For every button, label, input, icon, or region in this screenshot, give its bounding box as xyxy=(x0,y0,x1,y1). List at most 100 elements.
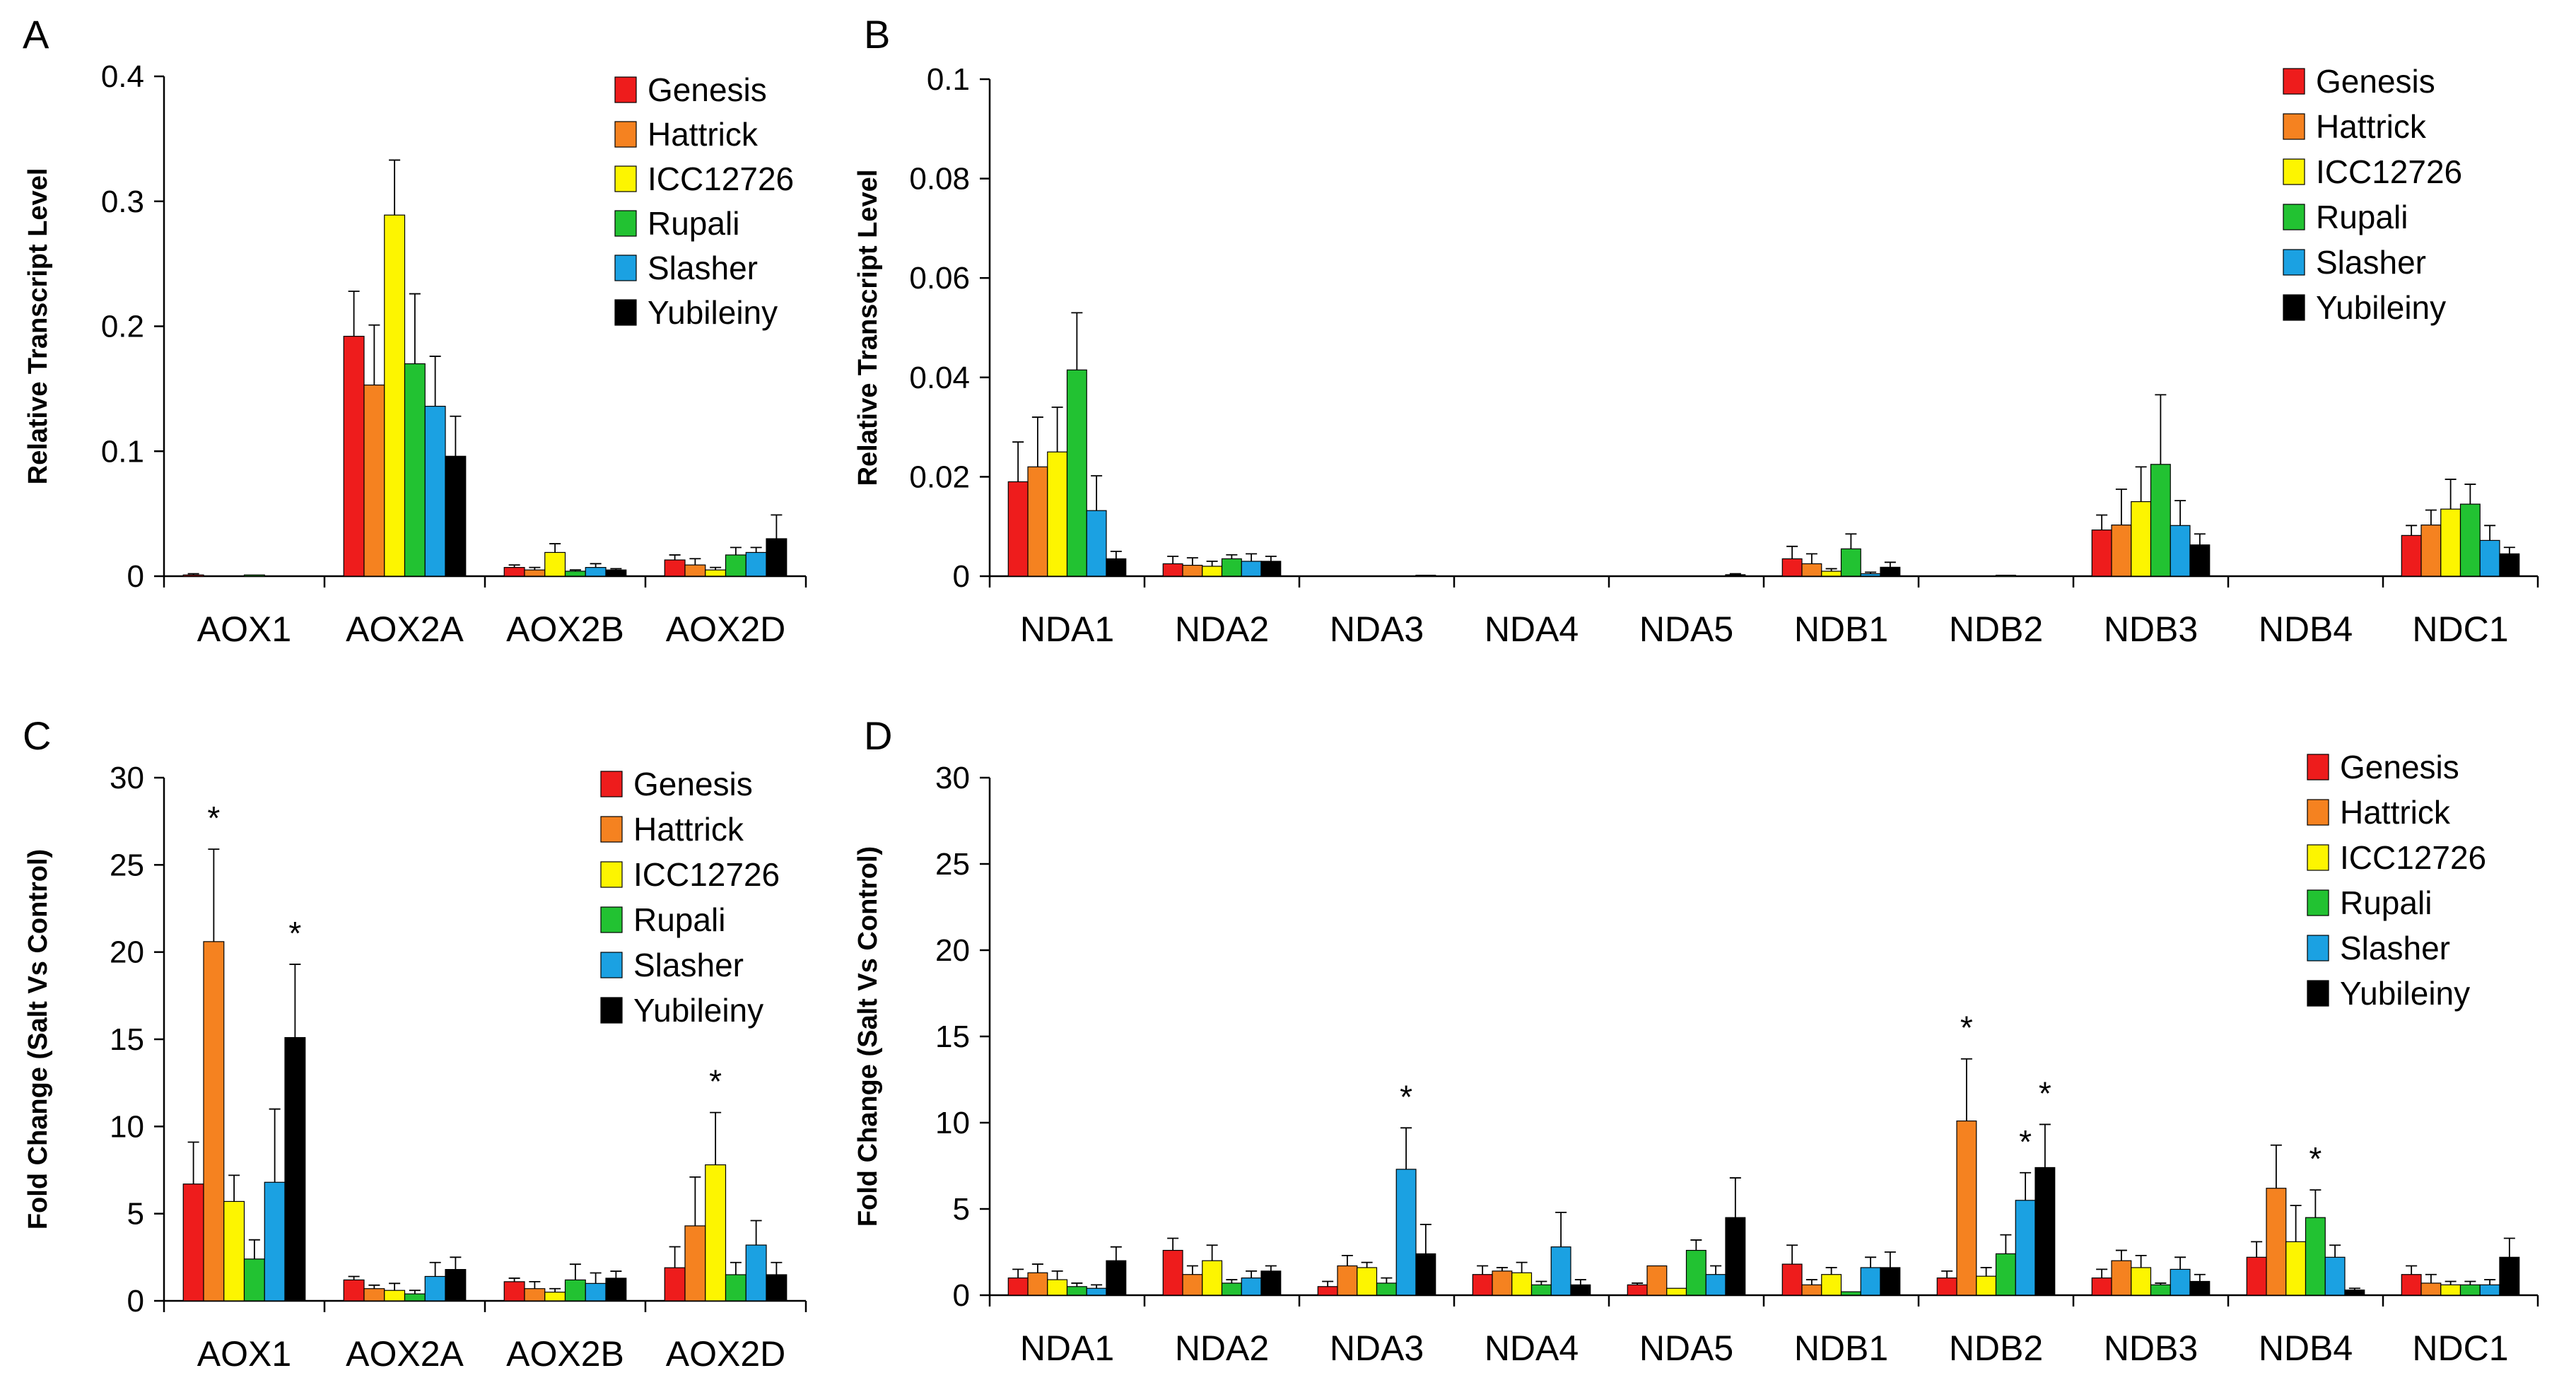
bar-genesis-ndc1 xyxy=(2401,1274,2422,1296)
legend-swatch-genesis xyxy=(614,76,637,103)
panel-a: A 0 0.1 0.2 0.3 0.4 Relative Transcript Level A… xyxy=(23,12,807,649)
bar-hattrick-aox1 xyxy=(203,941,225,1302)
bar-hattrick-aox2a xyxy=(363,1288,385,1302)
legend-label: Genesis xyxy=(633,766,753,802)
x-tick-label: AOX1 xyxy=(197,1334,291,1374)
bar-slasher-ndb4 xyxy=(2324,1256,2346,1296)
x-tick-label: NDA3 xyxy=(1330,1328,1424,1368)
panel-d: D 0 5 10 15 20 25 30 Fold Change (Salt Vs Contro… xyxy=(853,713,2539,1368)
bar-yubileiny-ndb2 xyxy=(2035,1167,2056,1296)
x-tick-label: NDB2 xyxy=(1949,1328,2043,1368)
bar-genesis-nda1 xyxy=(1007,481,1029,577)
legend-swatch-hattrick xyxy=(614,121,637,148)
bar-slasher-aox2a xyxy=(424,406,446,577)
legend-label: ICC12726 xyxy=(633,856,780,893)
bar-genesis-ndb1 xyxy=(1781,558,1803,577)
bar-icc12726-nda2 xyxy=(1202,566,1223,577)
legend-label: Rupali xyxy=(633,901,725,938)
y-tick-label: 0 xyxy=(953,559,970,594)
x-tick-label: AOX2A xyxy=(346,609,464,649)
bar-yubileiny-nda1 xyxy=(1106,1260,1127,1296)
bar-icc12726-aox1 xyxy=(223,1200,245,1302)
bar-hattrick-nda1 xyxy=(1027,1272,1048,1296)
bar-yubileiny-aox2a xyxy=(445,1268,467,1302)
bar-icc12726-nda3 xyxy=(1357,1267,1378,1296)
x-tick-label: AOX2A xyxy=(346,1334,464,1374)
panel-c: C 0 5 10 15 20 25 30 Fold Change (Salt Vs Contro… xyxy=(23,713,807,1374)
bar-genesis-aox2a xyxy=(343,1279,365,1302)
bar-genesis-aox2d xyxy=(664,1267,686,1302)
bar-icc12726-ndb2 xyxy=(1976,1275,1997,1296)
legend-swatch-rupali xyxy=(2307,889,2329,916)
y-tick-label: 10 xyxy=(110,1109,144,1144)
bar-rupali-aox2d xyxy=(725,554,747,577)
y-tick-label: 20 xyxy=(935,933,970,968)
bar-hattrick-aox2a xyxy=(363,384,385,577)
x-tick-label: NDC1 xyxy=(2412,609,2508,649)
legend-label: Rupali xyxy=(648,205,739,242)
legend-label: Slasher xyxy=(2316,244,2426,281)
legend-swatch-icc12726 xyxy=(614,165,637,192)
bar-icc12726-aox2d xyxy=(705,569,727,577)
y-tick-label: 5 xyxy=(953,1192,970,1227)
y-tick-label: 20 xyxy=(110,935,144,970)
bar-slasher-ndb3 xyxy=(2170,525,2191,577)
significance-star: * xyxy=(1960,1010,1973,1046)
x-tick-label: NDA1 xyxy=(1020,609,1114,649)
significance-star: * xyxy=(1400,1078,1412,1115)
y-tick-label: 25 xyxy=(110,848,144,882)
y-tick-label: 0.04 xyxy=(909,361,970,395)
bar-rupali-ndb2 xyxy=(1995,574,2016,577)
bar-hattrick-nda1 xyxy=(1027,466,1048,577)
bar-hattrick-nda4 xyxy=(1492,1270,1513,1296)
bar-slasher-ndc1 xyxy=(2479,539,2500,577)
bar-yubileiny-ndc1 xyxy=(2499,1256,2520,1296)
bar-hattrick-nda5 xyxy=(1646,1265,1668,1296)
bar-rupali-nda1 xyxy=(1066,369,1087,577)
legend-label: Slasher xyxy=(633,947,744,983)
y-tick-label: 5 xyxy=(127,1197,144,1232)
bar-yubileiny-ndb1 xyxy=(1880,566,1901,577)
legend-swatch-slasher xyxy=(2283,249,2305,276)
y-tick-label: 0.2 xyxy=(101,310,144,344)
legend-label: Yubileiny xyxy=(648,294,778,331)
bar-icc12726-nda1 xyxy=(1047,1279,1068,1296)
bar-genesis-aox1 xyxy=(182,1183,204,1302)
bar-icc12726-ndb1 xyxy=(1821,571,1842,577)
bar-yubileiny-nda5 xyxy=(1725,574,1746,577)
legend-label: Rupali xyxy=(2316,199,2408,235)
bar-slasher-ndb2 xyxy=(2015,1200,2036,1296)
y-tick-label: 0.02 xyxy=(909,460,970,494)
bar-genesis-ndb4 xyxy=(2246,1256,2267,1296)
y-tick-label: 30 xyxy=(110,761,144,795)
legend-swatch-icc12726 xyxy=(600,861,623,888)
bar-rupali-nda4 xyxy=(1530,1284,1552,1296)
bar-slasher-nda3 xyxy=(1395,1169,1417,1296)
bar-slasher-ndb1 xyxy=(1860,573,1881,577)
legend-label: ICC12726 xyxy=(648,160,794,197)
x-tick-label: NDB3 xyxy=(2104,1328,2198,1368)
bar-rupali-aox1 xyxy=(243,1258,265,1302)
panel-letter: C xyxy=(23,713,51,758)
x-tick-label: AOX2B xyxy=(506,609,624,649)
panel-b: B 0 0.02 0.04 0.06 0.08 0.1 Relative Transcript… xyxy=(853,12,2539,649)
y-axis-title: Fold Change (Salt Vs Control) xyxy=(23,849,53,1229)
legend-label: Hattrick xyxy=(2316,108,2427,145)
x-tick-label: AOX2D xyxy=(666,1334,786,1374)
bar-hattrick-ndb3 xyxy=(2111,524,2132,577)
bar-rupali-ndc1 xyxy=(2459,503,2481,577)
significance-star: * xyxy=(709,1063,722,1100)
bar-genesis-nda1 xyxy=(1007,1277,1029,1296)
bar-yubileiny-aox2b xyxy=(605,569,627,577)
legend-swatch-hattrick xyxy=(600,816,623,843)
significance-star: * xyxy=(288,915,301,952)
x-tick-label: NDA1 xyxy=(1020,1328,1114,1368)
x-tick-label: NDA2 xyxy=(1175,1328,1269,1368)
bar-yubileiny-nda1 xyxy=(1106,558,1127,577)
panel-letter: A xyxy=(23,12,49,57)
bar-icc12726-nda5 xyxy=(1666,1287,1687,1296)
bar-slasher-nda5 xyxy=(1705,1274,1726,1296)
bar-hattrick-aox2d xyxy=(684,564,706,577)
bar-rupali-aox2a xyxy=(404,1293,426,1302)
bar-yubileiny-nda4 xyxy=(1570,1284,1591,1296)
